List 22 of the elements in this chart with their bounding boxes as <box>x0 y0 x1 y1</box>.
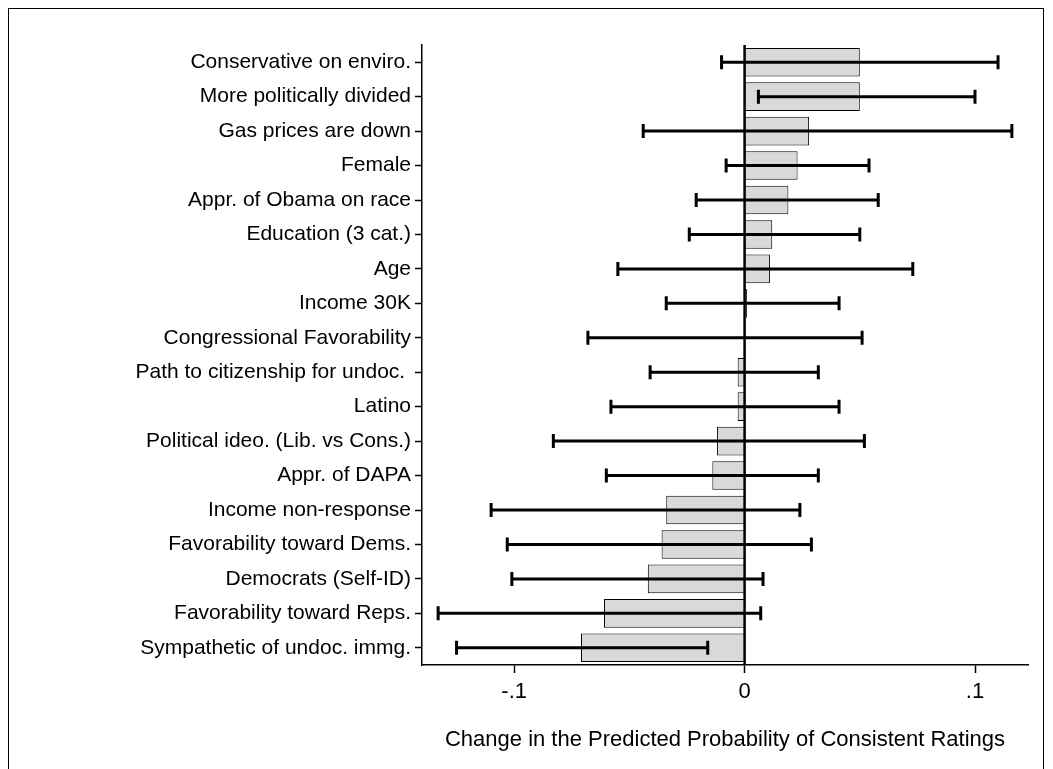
y-tick-label: More politically divided <box>199 83 411 107</box>
y-tick-label: Gas prices are down <box>218 117 411 141</box>
y-tick-label: Income non-response <box>207 496 411 520</box>
y-tick-label: Appr. of DAPA <box>277 462 411 486</box>
x-tick-label: 0 <box>738 678 751 704</box>
y-tick-label: Favorability toward Dems. <box>168 531 411 555</box>
y-tick-label: Education (3 cat.) <box>246 221 411 245</box>
x-axis-title: Change in the Predicted Probability of Consistent Ratings <box>444 725 1006 751</box>
y-tick-label: Appr. of Obama on race <box>188 186 411 210</box>
y-tick-label: Path to citizenship for undoc. <box>135 359 411 383</box>
x-tick-label: .1 <box>965 678 985 704</box>
y-tick-label: Sympathetic of undoc. immg. <box>140 634 411 658</box>
y-tick-label: Female <box>340 152 411 176</box>
y-tick-label: Democrats (Self-ID) <box>225 565 411 589</box>
x-tick-label: -.1 <box>501 678 528 704</box>
y-tick-label: Favorability toward Reps. <box>174 600 411 624</box>
y-tick-label: Latino <box>353 393 411 417</box>
y-tick-label: Income 30K <box>298 290 411 314</box>
y-tick-label: Age <box>373 255 411 279</box>
y-tick-label: Conservative on enviro. <box>190 49 411 73</box>
y-tick-label: Political ideo. (Lib. vs Cons.) <box>146 427 411 451</box>
y-tick-label: Congressional Favorability <box>163 324 412 348</box>
